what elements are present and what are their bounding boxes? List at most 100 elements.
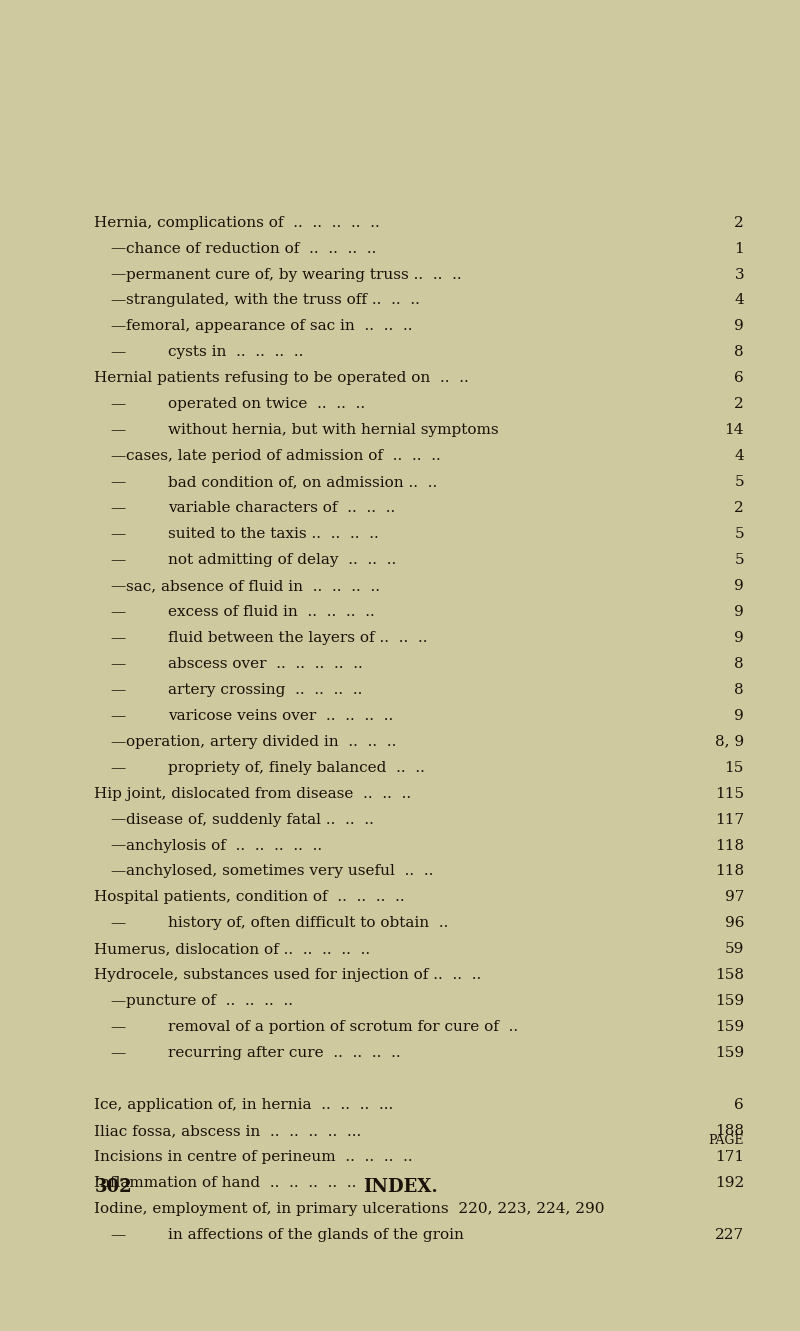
Text: —: — (110, 865, 126, 878)
Text: —: — (110, 1046, 126, 1061)
Text: excess of fluid in  ..  ..  ..  ..: excess of fluid in .. .. .. .. (168, 604, 374, 619)
Text: 2: 2 (734, 216, 744, 230)
Text: 8: 8 (734, 683, 744, 697)
Text: —: — (110, 683, 126, 697)
Text: —: — (110, 502, 126, 515)
Text: cases, late period of admission of  ..  ..  ..: cases, late period of admission of .. ..… (126, 449, 441, 463)
Text: 4: 4 (734, 449, 744, 463)
Text: 8, 9: 8, 9 (715, 735, 744, 749)
Text: 5: 5 (734, 475, 744, 490)
Text: 9: 9 (734, 604, 744, 619)
Text: —: — (110, 994, 126, 1009)
Text: —: — (110, 812, 126, 827)
Text: 2: 2 (734, 502, 744, 515)
Text: —: — (110, 423, 126, 438)
Text: Iliac fossa, abscess in  ..  ..  ..  ..  ...: Iliac fossa, abscess in .. .. .. .. ... (94, 1123, 362, 1138)
Text: Iodine, employment of, in primary ulcerations  220, 223, 224, 290: Iodine, employment of, in primary ulcera… (94, 1202, 605, 1217)
Text: 227: 227 (715, 1227, 744, 1242)
Text: suited to the taxis ..  ..  ..  ..: suited to the taxis .. .. .. .. (168, 527, 378, 542)
Text: —: — (110, 708, 126, 723)
Text: strangulated, with the truss off ..  ..  ..: strangulated, with the truss off .. .. .… (126, 293, 420, 307)
Text: —: — (110, 631, 126, 646)
Text: 188: 188 (715, 1123, 744, 1138)
Text: variable characters of  ..  ..  ..: variable characters of .. .. .. (168, 502, 395, 515)
Text: 115: 115 (715, 787, 744, 801)
Text: recurring after cure  ..  ..  ..  ..: recurring after cure .. .. .. .. (168, 1046, 401, 1061)
Text: —: — (110, 397, 126, 411)
Text: 6: 6 (734, 1098, 744, 1113)
Text: —: — (110, 268, 126, 282)
Text: not admitting of delay  ..  ..  ..: not admitting of delay .. .. .. (168, 554, 396, 567)
Text: —: — (110, 604, 126, 619)
Text: 192: 192 (714, 1177, 744, 1190)
Text: femoral, appearance of sac in  ..  ..  ..: femoral, appearance of sac in .. .. .. (126, 319, 413, 334)
Text: chance of reduction of  ..  ..  ..  ..: chance of reduction of .. .. .. .. (126, 241, 377, 256)
Text: 8: 8 (734, 658, 744, 671)
Text: 2: 2 (734, 397, 744, 411)
Text: fluid between the layers of ..  ..  ..: fluid between the layers of .. .. .. (168, 631, 427, 646)
Text: PAGE: PAGE (709, 1134, 744, 1147)
Text: 8: 8 (734, 346, 744, 359)
Text: —: — (110, 449, 126, 463)
Text: —: — (110, 916, 126, 930)
Text: removal of a portion of scrotum for cure of  ..: removal of a portion of scrotum for cure… (168, 1021, 518, 1034)
Text: abscess over  ..  ..  ..  ..  ..: abscess over .. .. .. .. .. (168, 658, 362, 671)
Text: 9: 9 (734, 319, 744, 334)
Text: 9: 9 (734, 708, 744, 723)
Text: operation, artery divided in  ..  ..  ..: operation, artery divided in .. .. .. (126, 735, 397, 749)
Text: 4: 4 (734, 293, 744, 307)
Text: —: — (110, 554, 126, 567)
Text: —: — (110, 839, 126, 853)
Text: 302: 302 (94, 1178, 132, 1197)
Text: —: — (110, 761, 126, 775)
Text: permanent cure of, by wearing truss ..  ..  ..: permanent cure of, by wearing truss .. .… (126, 268, 462, 282)
Text: —: — (110, 319, 126, 334)
Text: 5: 5 (734, 554, 744, 567)
Text: 118: 118 (715, 865, 744, 878)
Text: artery crossing  ..  ..  ..  ..: artery crossing .. .. .. .. (168, 683, 362, 697)
Text: —: — (110, 658, 126, 671)
Text: disease of, suddenly fatal ..  ..  ..: disease of, suddenly fatal .. .. .. (126, 812, 374, 827)
Text: —: — (110, 475, 126, 490)
Text: 171: 171 (715, 1150, 744, 1165)
Text: Incisions in centre of perineum  ..  ..  ..  ..: Incisions in centre of perineum .. .. ..… (94, 1150, 413, 1165)
Text: Hernial patients refusing to be operated on  ..  ..: Hernial patients refusing to be operated… (94, 371, 469, 386)
Text: Humerus, dislocation of ..  ..  ..  ..  ..: Humerus, dislocation of .. .. .. .. .. (94, 942, 370, 957)
Text: bad condition of, on admission ..  ..: bad condition of, on admission .. .. (168, 475, 438, 490)
Text: 97: 97 (725, 890, 744, 905)
Text: 59: 59 (725, 942, 744, 957)
Text: 159: 159 (715, 1021, 744, 1034)
Text: 159: 159 (715, 1046, 744, 1061)
Text: —: — (110, 1227, 126, 1242)
Text: Hip joint, dislocated from disease  ..  ..  ..: Hip joint, dislocated from disease .. ..… (94, 787, 411, 801)
Text: 159: 159 (715, 994, 744, 1009)
Text: —: — (110, 346, 126, 359)
Text: Ice, application of, in hernia  ..  ..  ..  ...: Ice, application of, in hernia .. .. .. … (94, 1098, 394, 1113)
Text: 158: 158 (715, 969, 744, 982)
Text: in affections of the glands of the groin: in affections of the glands of the groin (168, 1227, 464, 1242)
Text: Hospital patients, condition of  ..  ..  ..  ..: Hospital patients, condition of .. .. ..… (94, 890, 405, 905)
Text: propriety of, finely balanced  ..  ..: propriety of, finely balanced .. .. (168, 761, 425, 775)
Text: —: — (110, 527, 126, 542)
Text: history of, often difficult to obtain  ..: history of, often difficult to obtain .. (168, 916, 448, 930)
Text: 118: 118 (715, 839, 744, 853)
Text: anchylosed, sometimes very useful  ..  ..: anchylosed, sometimes very useful .. .. (126, 865, 434, 878)
Text: 9: 9 (734, 631, 744, 646)
Text: INDEX.: INDEX. (362, 1178, 438, 1197)
Text: —: — (110, 579, 126, 594)
Text: 9: 9 (734, 579, 744, 594)
Text: anchylosis of  ..  ..  ..  ..  ..: anchylosis of .. .. .. .. .. (126, 839, 322, 853)
Text: —: — (110, 241, 126, 256)
Text: —: — (110, 293, 126, 307)
Text: without hernia, but with hernial symptoms: without hernia, but with hernial symptom… (168, 423, 498, 438)
Text: cysts in  ..  ..  ..  ..: cysts in .. .. .. .. (168, 346, 303, 359)
Text: Hernia, complications of  ..  ..  ..  ..  ..: Hernia, complications of .. .. .. .. .. (94, 216, 380, 230)
Text: operated on twice  ..  ..  ..: operated on twice .. .. .. (168, 397, 365, 411)
Text: 15: 15 (725, 761, 744, 775)
Text: 96: 96 (725, 916, 744, 930)
Text: 117: 117 (715, 812, 744, 827)
Text: varicose veins over  ..  ..  ..  ..: varicose veins over .. .. .. .. (168, 708, 394, 723)
Text: —: — (110, 1021, 126, 1034)
Text: 6: 6 (734, 371, 744, 386)
Text: 5: 5 (734, 527, 744, 542)
